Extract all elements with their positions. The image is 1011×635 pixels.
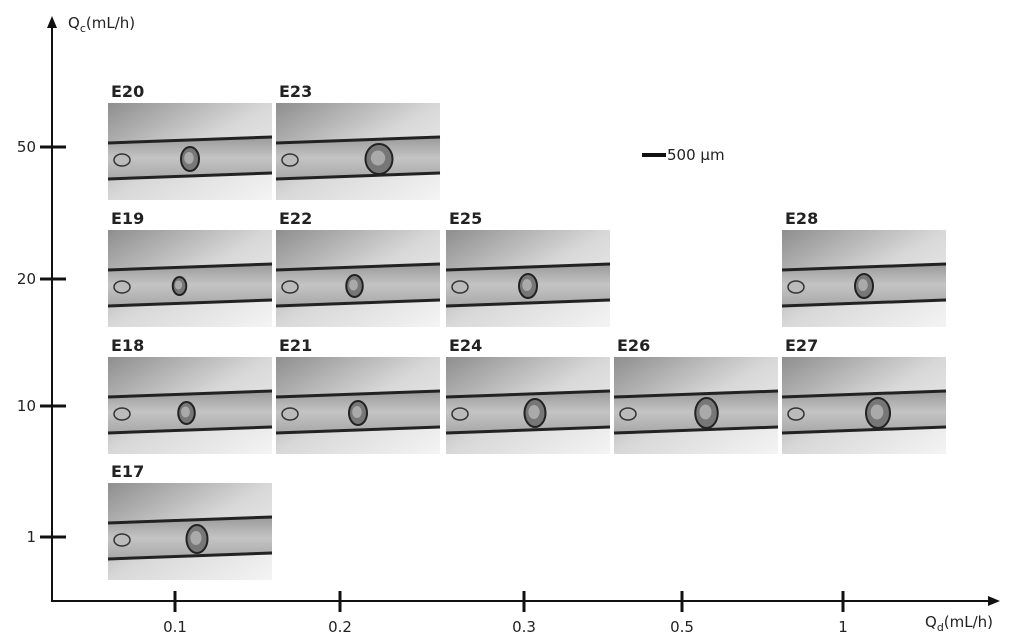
- micrograph: [781, 357, 947, 454]
- scale-bar-label: 500 µm: [667, 146, 725, 164]
- droplet-core: [858, 279, 868, 291]
- nozzle: [113, 153, 131, 167]
- y-arrow: [47, 16, 57, 28]
- channel-wall: [107, 135, 273, 145]
- channel-wall: [275, 298, 441, 308]
- channel: [782, 391, 946, 433]
- channel-wall: [781, 298, 947, 308]
- droplet-core: [184, 152, 194, 164]
- x-tick-label: 0.2: [328, 618, 352, 635]
- channel-wall: [445, 425, 611, 435]
- nozzle: [451, 280, 469, 294]
- y-axis-label: Qc(mL/h): [68, 14, 135, 35]
- channel-wall: [275, 425, 441, 435]
- droplet-core: [870, 404, 884, 420]
- channel-wall: [107, 298, 273, 308]
- panel-label: E25: [449, 209, 482, 228]
- panel-label: E19: [111, 209, 144, 228]
- channel-wall: [107, 425, 273, 435]
- droplet-core: [352, 406, 362, 418]
- droplet-core: [174, 280, 183, 290]
- nozzle: [787, 407, 805, 421]
- panel-label: E18: [111, 336, 144, 355]
- channel-wall: [781, 262, 947, 272]
- droplet-core: [349, 279, 358, 291]
- channel-wall: [275, 262, 441, 272]
- nozzle: [281, 153, 299, 167]
- channel-wall: [107, 515, 273, 525]
- y-tick-label: 50: [17, 138, 36, 156]
- x-axis-label: Qd(mL/h): [925, 613, 993, 634]
- droplet-core: [181, 406, 190, 418]
- channel-wall: [107, 551, 273, 561]
- panel-label: E27: [785, 336, 818, 355]
- panel-label: E28: [785, 209, 818, 228]
- micrograph: [275, 230, 441, 327]
- droplet-core: [528, 405, 540, 419]
- channel-wall: [445, 389, 611, 399]
- channel-wall: [275, 389, 441, 399]
- micrograph: [107, 357, 273, 454]
- micrograph: [107, 230, 273, 327]
- channel-wall: [107, 389, 273, 399]
- droplet-core: [699, 404, 712, 420]
- panel-label: E24: [449, 336, 482, 355]
- channel-wall: [445, 298, 611, 308]
- channel-wall: [781, 389, 947, 399]
- x-tick-label: 0.1: [163, 618, 187, 635]
- micrograph: [781, 230, 947, 327]
- y-tick-label: 20: [17, 270, 36, 288]
- panel-label: E21: [279, 336, 312, 355]
- micrograph: [445, 357, 611, 454]
- droplet-core: [522, 279, 532, 291]
- channel-wall: [613, 389, 779, 399]
- channel-wall: [275, 135, 441, 145]
- channel-wall: [781, 425, 947, 435]
- channel-wall: [445, 262, 611, 272]
- nozzle: [619, 407, 637, 421]
- x-tick-label: 1: [838, 618, 848, 635]
- y-tick-label: 10: [17, 397, 36, 415]
- content: 50 20 10 1 0.1 0.2 0.3 0.5 1 E20 E23 E19 E22 E25 E28 E1…: [17, 82, 947, 635]
- droplet-core: [370, 150, 386, 166]
- y-tick-label: 1: [26, 528, 36, 546]
- channel: [108, 264, 272, 306]
- channel-wall: [107, 171, 273, 181]
- x-arrow: [988, 596, 1000, 606]
- panel-label: E23: [279, 82, 312, 101]
- channel-wall: [275, 171, 441, 181]
- nozzle: [281, 407, 299, 421]
- micrograph: [107, 103, 273, 200]
- nozzle: [113, 280, 131, 294]
- droplet-core: [190, 531, 202, 545]
- channel-wall: [613, 425, 779, 435]
- channel: [276, 137, 440, 179]
- nozzle: [281, 280, 299, 294]
- panel-label: E26: [617, 336, 650, 355]
- nozzle: [113, 533, 131, 547]
- nozzle: [451, 407, 469, 421]
- panel-label: E17: [111, 462, 144, 481]
- panel-label: E20: [111, 82, 144, 101]
- micrograph: [107, 483, 273, 580]
- x-tick-label: 0.5: [670, 618, 694, 635]
- nozzle: [113, 407, 131, 421]
- micrograph: [445, 230, 611, 327]
- channel-wall: [107, 262, 273, 272]
- micrograph: [275, 357, 441, 454]
- micrograph: [613, 357, 779, 454]
- nozzle: [787, 280, 805, 294]
- micrograph: [275, 103, 441, 200]
- panel-label: E22: [279, 209, 312, 228]
- x-tick-label: 0.3: [512, 618, 536, 635]
